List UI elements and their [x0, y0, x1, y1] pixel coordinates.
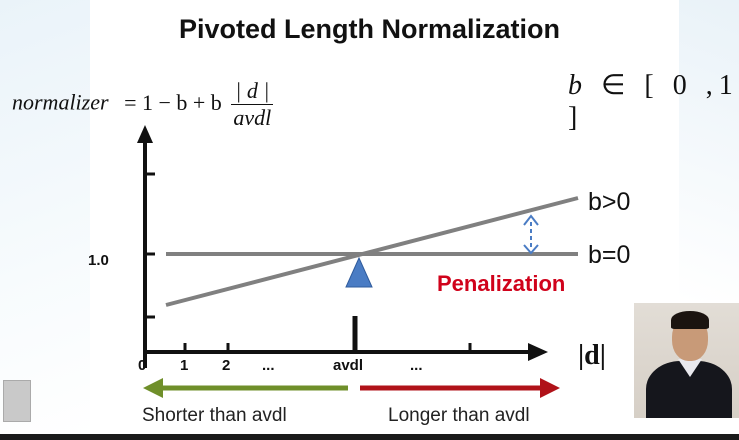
x-tick-label-2: 2: [222, 357, 231, 374]
y-label-one: 1.0: [88, 252, 109, 269]
x-tick-label-0: 0: [138, 357, 147, 374]
d-axis-label: |d|: [578, 340, 606, 371]
formula-denominator: avdl: [233, 105, 272, 130]
presenter-webcam: [634, 303, 739, 418]
label-b-zero: b=0: [588, 241, 631, 269]
side-toolbar-handle[interactable]: [3, 380, 31, 422]
x-tick-label-ellipsis-1: ...: [262, 357, 275, 374]
formula-lhs: normalizer: [12, 89, 109, 115]
b-var: b: [568, 70, 588, 101]
longer-arrow-head: [540, 378, 560, 398]
element-of-symbol: ∈: [601, 70, 632, 101]
label-penalization: Penalization: [437, 271, 566, 296]
formula-fraction: | d | avdl: [231, 78, 274, 131]
background-right-decoration: [679, 0, 739, 300]
y-axis-arrowhead: [137, 125, 153, 143]
b-interval: [ 0 ,1 ]: [568, 70, 739, 133]
caption-longer: Longer than avdl: [388, 405, 530, 426]
pivot-triangle: [345, 256, 373, 288]
x-tick-label-avdl: avdl: [333, 357, 364, 374]
slide-title: Pivoted Length Normalization: [178, 14, 561, 44]
x-axis-arrowhead: [528, 343, 548, 361]
bottom-bar: [0, 434, 739, 440]
formula-rhs: = 1 − b + b: [124, 89, 222, 115]
x-tick-label-1: 1: [180, 357, 189, 374]
b-positive-line: [165, 196, 579, 307]
shorter-arrow-head: [143, 378, 163, 398]
background-left-decoration: [0, 0, 90, 440]
x-tick-label-ellipsis-2: ...: [410, 357, 423, 374]
caption-shorter: Shorter than avdl: [142, 405, 287, 426]
label-b-positive: b>0: [588, 188, 631, 216]
dashed-arrow-up-head: [523, 214, 539, 226]
formula-numerator: | d |: [231, 78, 274, 105]
b-range: b ∈ [ 0 ,1 ]: [568, 68, 739, 134]
presenter-hair: [671, 311, 709, 329]
normalizer-formula: normalizer = 1 − b + b | d | avdl: [12, 78, 274, 131]
dashed-arrow-down-head: [523, 244, 539, 255]
